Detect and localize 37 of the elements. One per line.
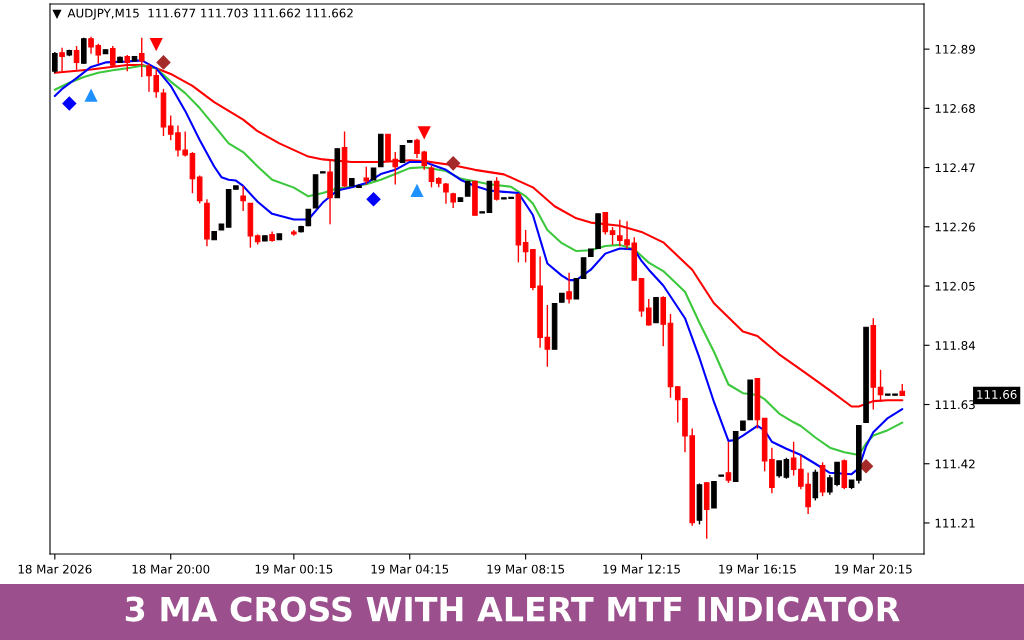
y-tick-label: 111.21 (935, 518, 975, 528)
x-tick-label: 19 Mar 12:15 (603, 564, 680, 574)
x-tick-label: 19 Mar 00:15 (255, 564, 333, 574)
candlestick (493, 176, 500, 202)
x-tick-label: 19 Mar 16:15 (719, 564, 796, 574)
candlestick (645, 298, 652, 327)
y-tick-label: 112.89 (935, 44, 975, 54)
candlestick (725, 441, 732, 484)
candlestick (580, 257, 587, 280)
point (156, 55, 171, 70)
x-tick-label: 18 Mar 2026 (18, 564, 92, 574)
point (366, 191, 381, 207)
candlestick (566, 272, 572, 305)
candlestick (240, 185, 246, 212)
x-tick-label: 18 Mar 20:00 (132, 564, 210, 574)
y-tick-label: 112.05 (935, 281, 975, 291)
y-tick-label: 111.42 (935, 459, 975, 469)
point (410, 183, 424, 198)
y-tick-label: 112.26 (935, 222, 975, 232)
y-tick-label: 112.47 (935, 163, 975, 173)
candlestick (196, 174, 203, 205)
x-tick-label: 19 Mar 04:15 (371, 564, 449, 574)
point (84, 88, 98, 102)
point (417, 126, 431, 140)
x-tick-label: 19 Mar 08:15 (487, 564, 565, 574)
x-tick-label: 19 Mar 20:15 (835, 564, 912, 574)
point (445, 156, 461, 171)
candlestick (602, 211, 609, 236)
point (62, 96, 77, 111)
y-tick-label: 111.63 (935, 400, 975, 410)
y-tick-label: 112.68 (935, 104, 975, 114)
text: 111.66 (977, 389, 1017, 399)
candlestick (573, 277, 580, 300)
y-tick-label: 111.84 (935, 341, 976, 350)
text: 3 MA CROSS WITH ALERT MTF INDICATOR (125, 596, 900, 622)
point (149, 38, 163, 52)
chart-subtitle: AUDJPY,M15 111.677 111.703 111.662 111.662 (67, 8, 353, 20)
